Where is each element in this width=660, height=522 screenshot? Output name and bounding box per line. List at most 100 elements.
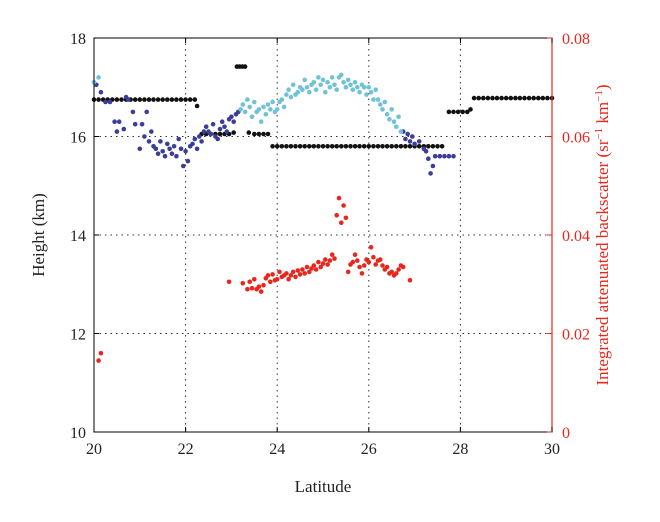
black-point [490,95,495,101]
darkblue-point [169,151,175,156]
y-tick-label: 16 [70,130,86,147]
lightblue-point [368,89,374,95]
lightblue-point [341,80,346,85]
y2-label-sup2: −1 [593,90,605,102]
black-point [165,97,170,102]
black-point [468,107,473,112]
darkblue-point [224,129,230,134]
black-point [517,95,523,101]
red-point [307,269,312,275]
black-point [531,95,536,101]
darkblue-point [222,124,227,129]
black-point [430,144,436,149]
black-point [334,144,340,149]
black-point [114,97,120,102]
black-point [142,97,147,102]
black-point [194,103,200,109]
darkblue-point [190,141,195,147]
black-point [357,144,362,149]
red-point [345,269,351,275]
darkblue-point [158,139,163,144]
y2-label-part1: Integrated attenuated backscatter (sr [593,139,612,385]
darkblue-point [201,129,207,134]
black-point [513,95,518,101]
black-point [274,144,280,149]
darkblue-point [432,153,438,159]
red-point [329,252,335,257]
red-point [327,258,333,263]
red-point [261,282,266,288]
lightblue-point [366,85,372,90]
black-point [169,97,175,102]
y-tick-label: 14 [70,228,86,245]
black-point [426,144,431,149]
red-point [320,261,326,266]
darkblue-point [208,131,214,137]
lightblue-point [357,89,362,95]
darkblue-point [178,146,184,152]
black-point [187,97,193,102]
lightblue-point [334,87,340,92]
y2-tick-label: 0 [562,425,570,442]
black-point [256,131,262,137]
black-point [371,144,376,149]
lightblue-point [355,85,360,90]
x-tick-label: 20 [86,441,102,458]
lightblue-point [389,107,395,112]
darkblue-point [229,114,234,120]
black-point [451,109,456,115]
red-point [226,279,232,285]
lightblue-point [343,85,349,90]
red-point [270,272,275,277]
lightblue-point [249,114,255,120]
black-point [265,131,271,137]
lightblue-point [247,104,252,110]
darkblue-point [126,97,131,102]
black-point [339,144,344,149]
black-point [476,95,482,101]
x-axis-label: Latitude [295,477,352,496]
lightblue-point [352,80,358,85]
red-point [371,254,376,260]
lightblue-point [364,92,369,97]
darkblue-point [215,136,220,142]
lightblue-point [270,99,275,105]
darkblue-point [442,153,447,159]
darkblue-point [210,121,216,127]
lightblue-point [332,82,337,88]
darkblue-point [416,139,422,144]
lightblue-point [316,75,321,80]
darkblue-point [219,119,225,124]
y2-label-part2: km [593,102,612,128]
darkblue-point [231,119,236,124]
darkblue-point [174,153,179,159]
black-point [380,144,385,149]
red-point [249,285,255,291]
red-point [396,267,401,272]
darkblue-point [217,126,223,132]
darkblue-point [405,131,411,137]
darkblue-point [199,139,204,144]
red-point [293,274,298,280]
red-point [290,269,296,275]
black-point [288,144,294,149]
x-tick-label: 28 [452,441,468,458]
y2-tick-label: 0.04 [562,228,590,245]
darkblue-point [407,139,413,144]
red-point [265,273,271,278]
lightblue-point [307,89,312,95]
black-point [132,97,138,102]
black-point [246,130,252,135]
lightblue-point [295,89,301,95]
red-point [394,271,399,276]
black-point [320,144,326,149]
lightblue-point [302,77,308,83]
darkblue-point [103,99,108,105]
lightblue-point [348,82,353,88]
red-point [304,264,310,270]
darkblue-point [183,149,188,154]
lightblue-point [288,94,294,100]
black-point [366,144,372,149]
black-point [481,95,486,101]
x-tick-label: 30 [544,441,560,458]
